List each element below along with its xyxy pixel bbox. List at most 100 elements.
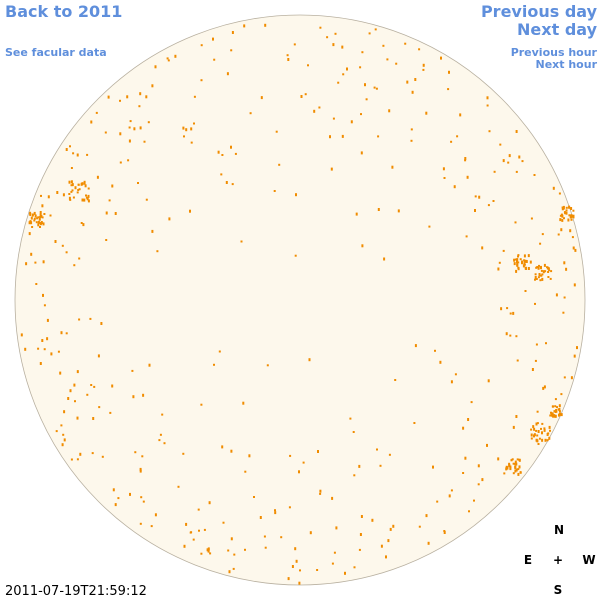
facula [260, 96, 263, 100]
facula [299, 569, 301, 572]
facula [47, 195, 50, 199]
facula [509, 312, 512, 315]
facula [548, 269, 551, 272]
facula [342, 73, 345, 76]
facula [331, 496, 334, 500]
facula [313, 109, 316, 113]
facula [404, 42, 407, 45]
facula [555, 293, 558, 297]
facula [515, 130, 518, 133]
facula [150, 525, 153, 528]
facula [506, 466, 509, 470]
facula [92, 417, 95, 420]
facula [138, 105, 141, 108]
next-day-link[interactable]: Next day [517, 20, 598, 39]
facula [40, 214, 43, 218]
facula [142, 393, 145, 397]
facula [54, 240, 57, 243]
facula [540, 427, 542, 430]
facula [230, 537, 233, 541]
facula [382, 44, 385, 47]
facula [114, 503, 117, 507]
facula [540, 269, 543, 272]
facula [498, 261, 501, 264]
timestamp: 2011-07-19T21:59:12 [5, 584, 147, 599]
facula [450, 140, 453, 143]
facula [523, 263, 526, 266]
facula [558, 414, 561, 416]
facula [28, 221, 31, 225]
facula [288, 506, 291, 509]
facula [541, 431, 543, 435]
facula [477, 464, 480, 468]
facula [468, 510, 470, 513]
facula [386, 58, 389, 61]
facula [518, 458, 521, 461]
facula [516, 258, 519, 262]
facula [137, 182, 139, 184]
facula [28, 232, 31, 236]
facula [104, 131, 107, 134]
facula [78, 257, 81, 260]
facular-link[interactable]: See facular data [5, 46, 107, 59]
facula [128, 126, 131, 129]
facula [36, 217, 39, 220]
facula [65, 332, 68, 335]
facula [207, 547, 210, 551]
facula [514, 469, 517, 473]
facula [40, 194, 42, 197]
facula [422, 68, 425, 71]
facula [538, 273, 541, 276]
facula [147, 121, 150, 124]
facula [550, 270, 553, 273]
facula [81, 182, 84, 186]
facula [550, 411, 552, 414]
facula [502, 159, 505, 163]
facula [543, 385, 546, 389]
facula [552, 415, 555, 418]
facula [517, 472, 520, 476]
facula [514, 460, 517, 464]
facula [563, 217, 565, 220]
facula [85, 196, 88, 199]
facula [230, 49, 233, 52]
facula [158, 439, 161, 442]
facula [240, 240, 243, 243]
facula [89, 317, 92, 320]
facula [50, 352, 53, 356]
facula [558, 410, 561, 413]
facula [512, 311, 515, 315]
facula [510, 459, 513, 462]
facula [533, 434, 535, 438]
facula [543, 263, 546, 267]
facula [96, 175, 99, 179]
facula [555, 409, 558, 412]
facula [72, 152, 75, 155]
facula [406, 80, 409, 84]
facula [168, 217, 171, 221]
facula [548, 436, 551, 440]
facula [388, 453, 391, 456]
facula [515, 335, 518, 338]
facula [508, 464, 511, 468]
facula [148, 363, 151, 367]
next-hour-link[interactable]: Next hour [536, 58, 598, 71]
facula [83, 180, 86, 184]
facula [574, 248, 577, 252]
back-link[interactable]: Back to 2011 [5, 2, 122, 21]
facula [568, 205, 571, 209]
facula [535, 278, 538, 280]
facula [174, 54, 177, 58]
facula [341, 45, 344, 49]
facula [302, 461, 305, 464]
previous-day-link[interactable]: Previous day [481, 2, 598, 21]
facula [538, 264, 540, 267]
previous-hour-link[interactable]: Previous hour [511, 46, 598, 59]
facula [80, 222, 83, 224]
facula [379, 464, 382, 467]
facula [535, 422, 538, 426]
facula [60, 424, 63, 427]
facula [319, 489, 322, 493]
facula [70, 184, 73, 187]
